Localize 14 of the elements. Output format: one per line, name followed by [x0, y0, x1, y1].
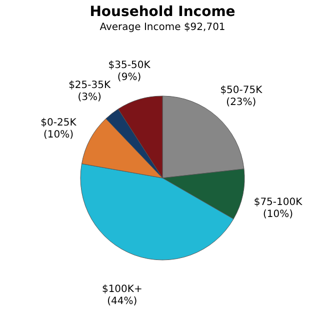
data-label: (10%): [262, 209, 294, 220]
data-label: (10%): [43, 129, 74, 140]
slice-label: $25-35K: [68, 80, 111, 92]
slice-label: $35-50K: [108, 60, 151, 71]
slice-label: $100K+: [102, 284, 142, 295]
slice-label: $75-100K: [254, 197, 303, 208]
data-label: (3%): [78, 92, 102, 104]
data-label: (9%): [117, 72, 142, 83]
chart-subtitle: Average Income $92,701: [100, 22, 226, 33]
slice-label: $0-25K: [40, 117, 77, 128]
data-label: (44%): [107, 296, 138, 307]
data-label: (23%): [226, 97, 256, 108]
slice-label: $50-75K: [220, 85, 263, 96]
chart-title: Household Income: [90, 4, 236, 20]
